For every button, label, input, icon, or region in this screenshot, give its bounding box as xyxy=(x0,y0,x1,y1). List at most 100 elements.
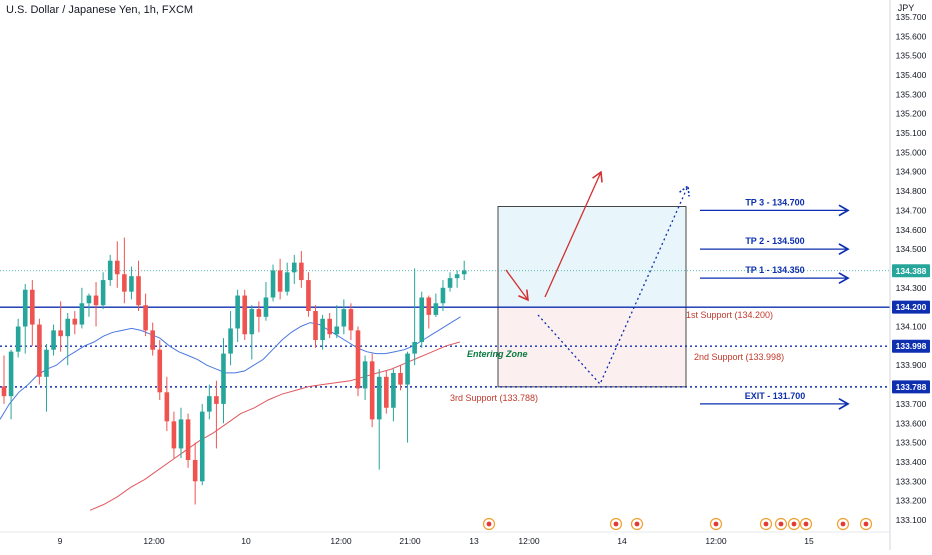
level-price-badge: 133.788 xyxy=(896,382,927,392)
economic-event-icon xyxy=(609,517,623,531)
economic-event-icon xyxy=(787,517,801,531)
price-tick: 133.300 xyxy=(896,476,927,486)
bullish-projection-arrow xyxy=(544,170,603,298)
time-tick: 12:00 xyxy=(518,536,540,546)
time-tick: 9 xyxy=(58,536,63,546)
price-tick: 133.100 xyxy=(896,515,927,525)
price-tick: 134.800 xyxy=(896,186,927,196)
price-tick: 134.600 xyxy=(896,225,927,235)
time-tick: 12:00 xyxy=(705,536,727,546)
candle-body xyxy=(348,309,354,331)
candle-body xyxy=(93,295,99,306)
candle-body xyxy=(306,280,311,312)
candle-body xyxy=(270,270,276,298)
price-tick: 134.700 xyxy=(896,205,927,215)
candle-body xyxy=(228,328,233,354)
candle-body xyxy=(79,303,85,325)
price-tick: 135.700 xyxy=(896,12,927,22)
candle-body xyxy=(440,287,446,304)
candle-body xyxy=(114,260,120,275)
candle-body xyxy=(44,349,49,377)
current-price-badge: 134.388 xyxy=(896,266,927,276)
candle-body xyxy=(207,396,212,412)
time-tick: 12:00 xyxy=(330,536,352,546)
target-label: TP 1 - 134.350 xyxy=(745,265,804,275)
candle-body xyxy=(426,297,432,315)
price-tick: 133.700 xyxy=(896,399,927,409)
economic-event-icon xyxy=(836,517,850,531)
price-tick: 133.500 xyxy=(896,438,927,448)
candle-body xyxy=(178,419,184,449)
candle-body xyxy=(214,396,219,404)
candle-body xyxy=(86,295,92,304)
level-price-badge-bg xyxy=(892,339,930,353)
target-label: TP 2 - 134.500 xyxy=(745,236,804,246)
candle-body xyxy=(277,270,283,292)
price-tick: 134.500 xyxy=(896,244,927,254)
candle-body xyxy=(291,262,297,273)
candle-body xyxy=(8,351,14,397)
candle-body xyxy=(199,411,205,482)
candle-body xyxy=(256,309,262,317)
candle-body xyxy=(72,318,78,325)
candle-body xyxy=(362,361,368,389)
price-tick: 133.900 xyxy=(896,360,927,370)
support-label: 2nd Support (133.998) xyxy=(694,352,784,362)
candle-body xyxy=(391,372,396,408)
support-zone xyxy=(497,306,687,388)
candle-body xyxy=(454,274,460,279)
level-price-badge-bg xyxy=(892,300,930,314)
candle-body xyxy=(30,289,35,325)
candle-body xyxy=(22,289,28,327)
candle-body xyxy=(242,295,248,335)
price-tick: 135.500 xyxy=(896,51,927,61)
price-tick: 134.100 xyxy=(896,322,927,332)
projected-path xyxy=(537,184,690,386)
candle-body xyxy=(51,330,56,350)
time-tick: 14 xyxy=(617,536,627,546)
candle-body xyxy=(263,297,269,317)
candle-body xyxy=(341,309,347,327)
time-tick: 13 xyxy=(469,536,479,546)
candle-body xyxy=(136,276,141,306)
chart-title: U.S. Dollar / Japanese Yen, 1h, FXCM xyxy=(6,4,194,16)
candle-body xyxy=(376,376,382,420)
currency-unit-label: JPY xyxy=(898,3,915,13)
economic-event-icon xyxy=(709,517,723,531)
candle-body xyxy=(384,376,389,408)
price-tick: 133.200 xyxy=(896,496,927,506)
level-price-badge-bg xyxy=(892,380,930,394)
candle-body xyxy=(369,361,375,420)
candle-body xyxy=(150,330,155,350)
price-tick: 133.400 xyxy=(896,457,927,467)
candle-body xyxy=(249,309,255,335)
candle-body xyxy=(15,326,21,352)
candle-body xyxy=(299,262,304,281)
candle-body xyxy=(433,303,439,315)
candle-body xyxy=(221,353,226,404)
economic-event-icon xyxy=(859,517,873,531)
candle-body xyxy=(100,280,106,306)
candle-body xyxy=(129,276,134,292)
economic-event-icon xyxy=(759,517,773,531)
entering-zone-label: Entering Zone xyxy=(467,349,528,359)
level-price-badge: 133.998 xyxy=(896,341,927,351)
candle-body xyxy=(419,297,425,342)
candle-body xyxy=(235,295,240,329)
candle-body xyxy=(412,341,417,354)
candle-body xyxy=(65,318,71,337)
price-tick: 134.900 xyxy=(896,167,927,177)
candle-body xyxy=(398,372,403,385)
moving-average-slow xyxy=(89,341,461,511)
candle-body xyxy=(1,386,7,397)
candle-body xyxy=(37,324,42,377)
candle-body xyxy=(320,318,325,341)
entry-arrow xyxy=(505,269,529,302)
candle-body xyxy=(192,460,198,482)
candle-body xyxy=(157,349,163,393)
price-tick: 134.300 xyxy=(896,283,927,293)
price-tick: 135.000 xyxy=(896,147,927,157)
